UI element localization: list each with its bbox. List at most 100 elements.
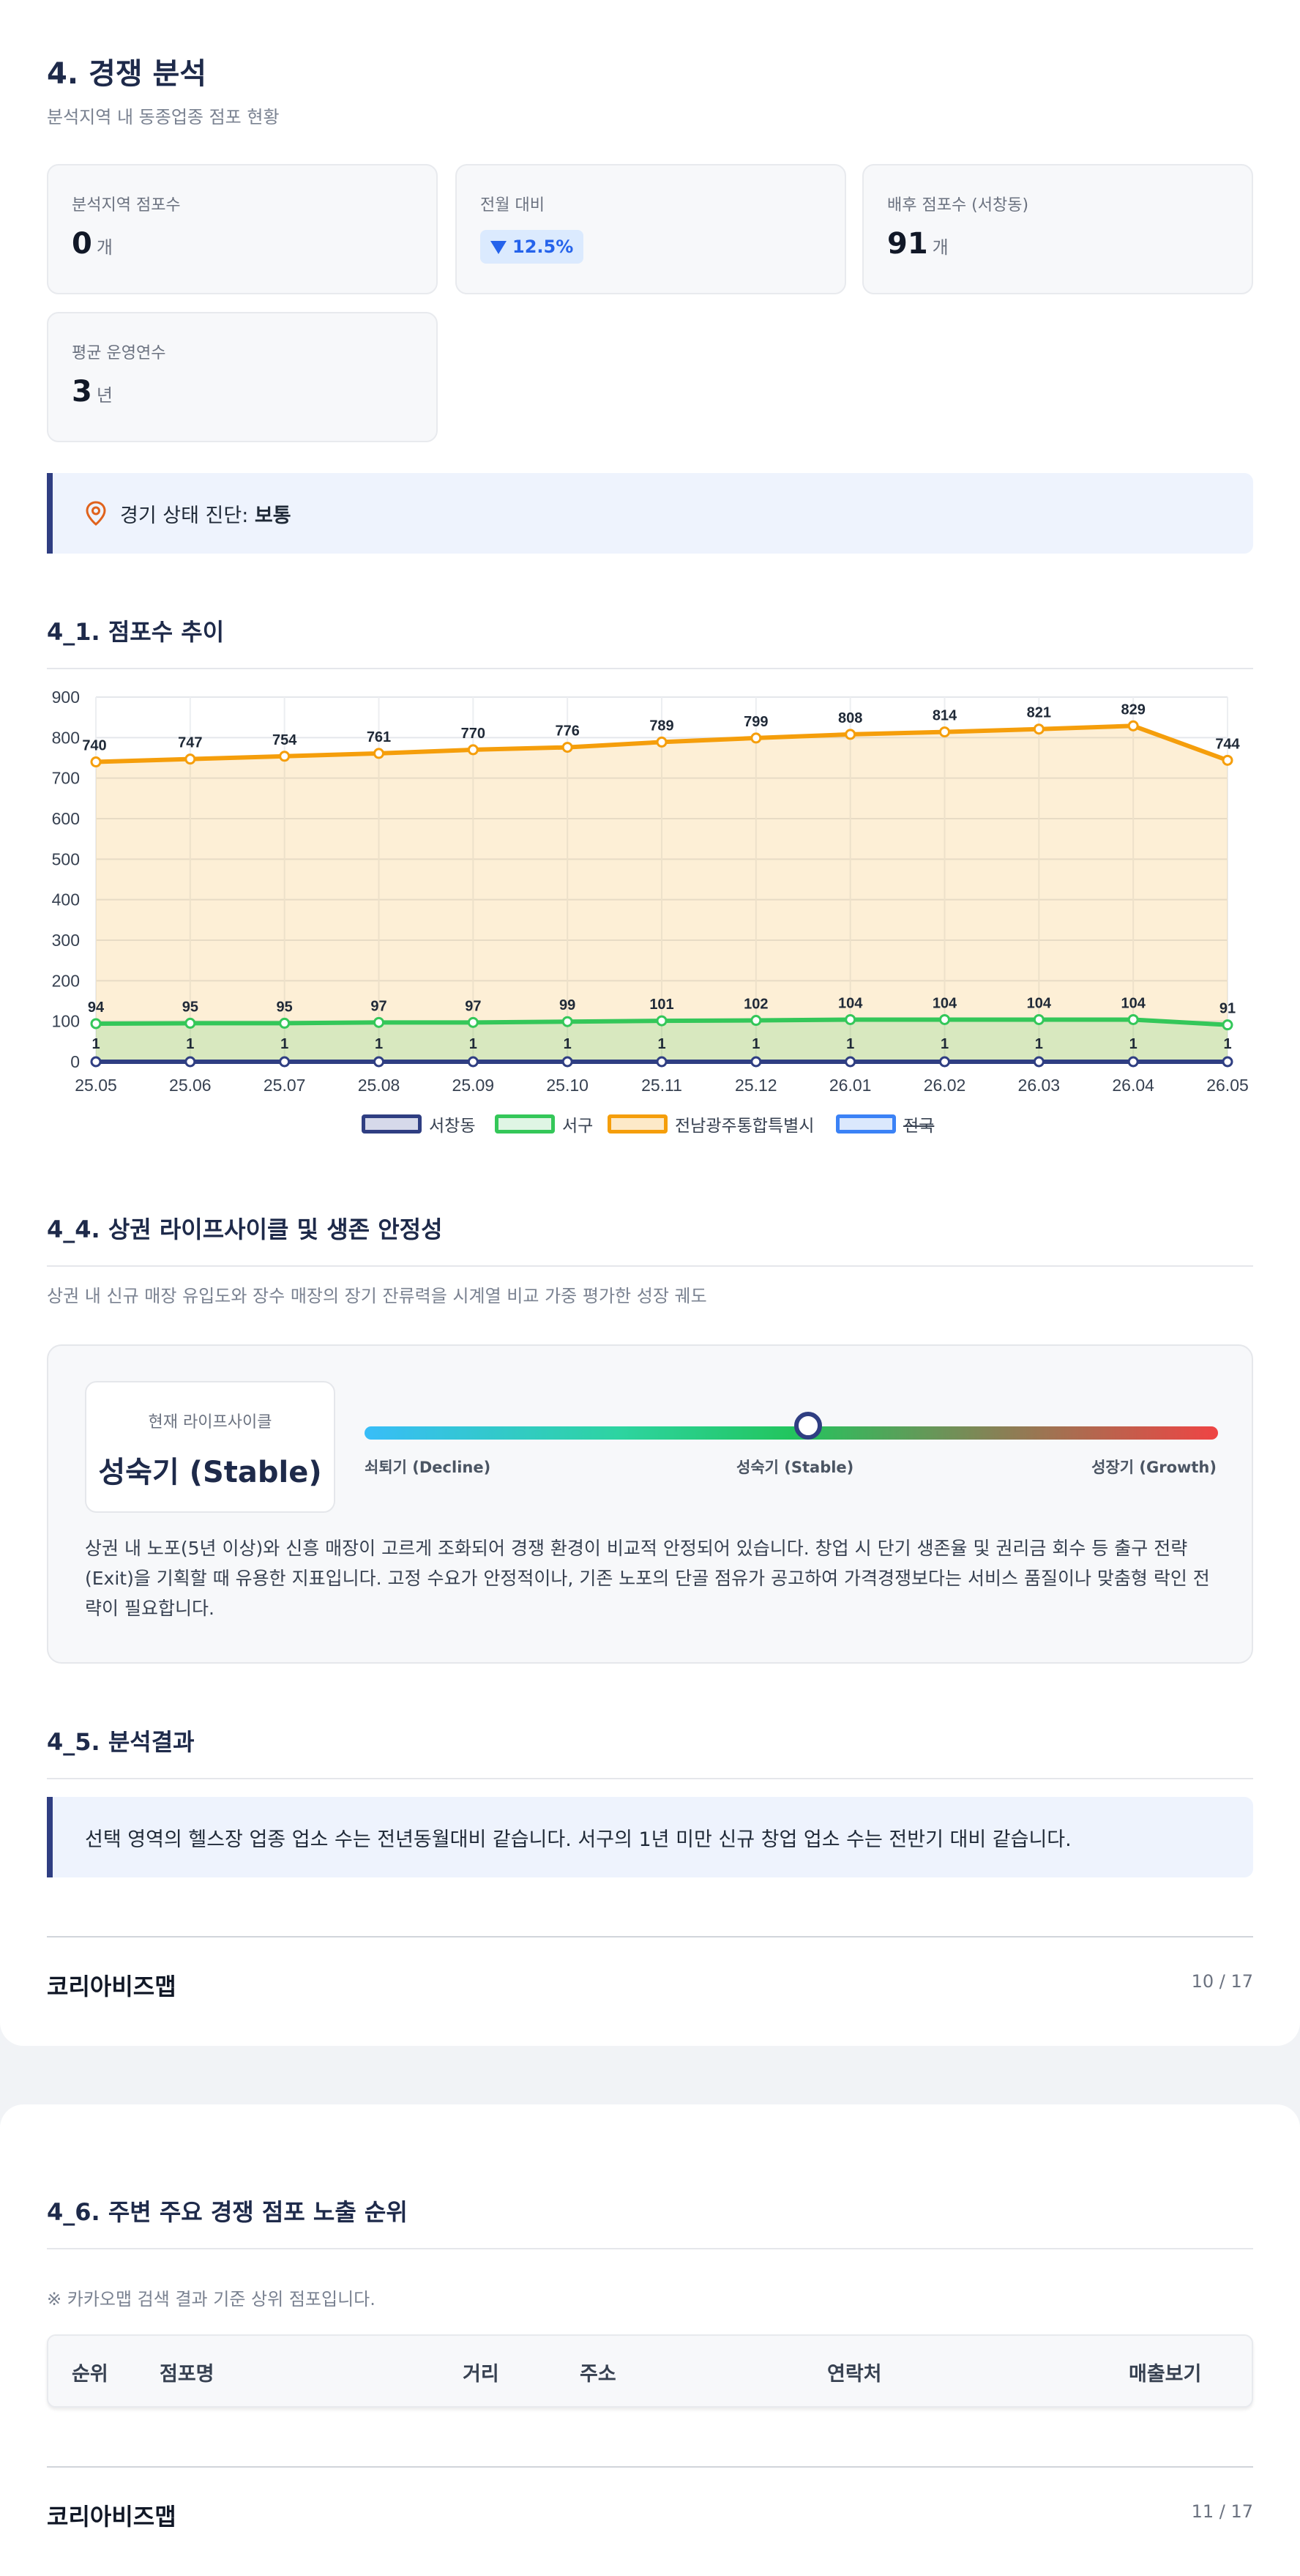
data-point bbox=[184, 1017, 196, 1029]
data-label: 776 bbox=[555, 723, 579, 740]
result-banner: 선택 영역의 헬스장 업종 업소 수는 전년동월대비 같습니다. 서구의 1년 … bbox=[47, 1797, 1253, 1877]
data-point bbox=[279, 1056, 291, 1068]
data-label: 754 bbox=[272, 732, 297, 748]
column-header-distance: 거리 bbox=[463, 2363, 499, 2386]
x-tick-label: 26.01 bbox=[829, 1076, 872, 1095]
x-tick-label: 25.11 bbox=[641, 1076, 682, 1095]
data-point bbox=[90, 1056, 102, 1068]
data-point bbox=[467, 1056, 479, 1068]
section-title-lifecycle: 4_4. 상권 라이프사이클 및 생존 안정성 bbox=[47, 1211, 1253, 1267]
page-number: 11 / 17 bbox=[1191, 2501, 1253, 2522]
data-point bbox=[373, 748, 384, 759]
data-point bbox=[184, 1056, 196, 1068]
section-title-ranking: 4_6. 주변 주요 경쟁 점포 노출 순위 bbox=[47, 2194, 1253, 2249]
gauge-label-decline: 쇠퇴기 (Decline) bbox=[365, 1459, 491, 1476]
data-point bbox=[467, 744, 479, 756]
page-footer: 코리아비즈맵 10 / 17 bbox=[47, 1936, 1253, 2009]
page-title: 4. 경쟁 분석 bbox=[47, 57, 207, 91]
data-point bbox=[561, 742, 573, 753]
column-header-store: 점포명 bbox=[160, 2363, 214, 2386]
data-point bbox=[184, 753, 196, 765]
data-label: 102 bbox=[744, 997, 768, 1013]
data-point bbox=[1222, 1019, 1233, 1031]
data-label: 761 bbox=[367, 729, 391, 745]
section-title-trend: 4_1. 점포수 추이 bbox=[47, 614, 1253, 669]
data-label: 97 bbox=[465, 998, 481, 1014]
section-title-result: 4_5. 분석결과 bbox=[47, 1724, 1253, 1779]
data-point bbox=[1033, 723, 1045, 735]
diagnosis-text: 경기 상태 진단: 보통 bbox=[120, 505, 291, 527]
y-tick-label: 800 bbox=[52, 728, 80, 747]
stat-label: 전월 대비 bbox=[480, 196, 545, 215]
series-area-1 bbox=[96, 1019, 1228, 1062]
data-label: 747 bbox=[178, 735, 202, 751]
data-point bbox=[656, 1015, 668, 1027]
data-point bbox=[1033, 1056, 1045, 1068]
data-point bbox=[1033, 1013, 1045, 1025]
data-point bbox=[90, 756, 102, 768]
location-pin-icon bbox=[86, 501, 106, 526]
data-label: 1 bbox=[1035, 1036, 1043, 1052]
current-lifecycle-value: 성숙기 (Stable) bbox=[98, 1456, 322, 1489]
data-label: 799 bbox=[744, 714, 768, 730]
data-point bbox=[939, 1013, 950, 1025]
column-header-sales: 매출보기 bbox=[1129, 2363, 1202, 2386]
data-label: 1 bbox=[280, 1036, 288, 1052]
legend-item-seochang[interactable]: 서창동 bbox=[362, 1112, 475, 1136]
x-tick-label: 26.05 bbox=[1206, 1076, 1249, 1095]
triangle-down-icon bbox=[490, 241, 507, 254]
diagnosis-banner: 경기 상태 진단: 보통 bbox=[47, 473, 1253, 554]
data-point bbox=[939, 726, 950, 738]
page-subtitle: 분석지역 내 동종업종 점포 현황 bbox=[47, 107, 280, 127]
data-label: 1 bbox=[469, 1036, 477, 1052]
gauge-label-stable: 성숙기 (Stable) bbox=[736, 1459, 854, 1476]
data-label: 104 bbox=[1027, 995, 1052, 1011]
store-count-line-chart: 0 100 200 300 400 500 600 700 800 900 25.05 25.06 25… bbox=[52, 688, 1249, 1095]
x-tick-label: 25.12 bbox=[735, 1076, 777, 1095]
data-label: 744 bbox=[1215, 736, 1240, 752]
current-lifecycle-card: 현재 라이프사이클 성숙기 (Stable) bbox=[85, 1381, 335, 1513]
data-label: 789 bbox=[649, 718, 673, 734]
data-label: 770 bbox=[461, 726, 485, 742]
y-tick-label: 0 bbox=[70, 1052, 80, 1071]
x-tick-label: 26.04 bbox=[1112, 1076, 1154, 1095]
stat-label: 배후 점포수 (서창동) bbox=[887, 196, 1029, 215]
data-label: 1 bbox=[186, 1036, 194, 1052]
column-header-rank: 순위 bbox=[72, 2363, 108, 2386]
legend-item-jeonnam[interactable]: 전남광주통합특별시 bbox=[608, 1112, 814, 1136]
data-label: 1 bbox=[91, 1036, 100, 1052]
data-point bbox=[939, 1056, 950, 1068]
y-tick-label: 100 bbox=[52, 1012, 80, 1031]
data-label: 814 bbox=[933, 708, 957, 724]
lifecycle-panel: 현재 라이프사이클 성숙기 (Stable) 쇠퇴기 (Decline) 성숙기… bbox=[47, 1344, 1253, 1664]
legend-item-seogu[interactable]: 서구 bbox=[495, 1112, 593, 1136]
data-label: 1 bbox=[375, 1036, 383, 1052]
stat-card-backstores: 배후 점포수 (서창동) 91 개 bbox=[862, 164, 1253, 294]
data-label: 94 bbox=[88, 999, 105, 1016]
y-tick-label: 600 bbox=[52, 809, 80, 828]
change-badge: 12.5% bbox=[480, 230, 584, 264]
data-point bbox=[750, 1015, 762, 1027]
data-label: 1 bbox=[846, 1036, 854, 1052]
data-point bbox=[1222, 1056, 1233, 1068]
data-point bbox=[845, 1013, 856, 1025]
y-tick-label: 400 bbox=[52, 890, 80, 909]
lifecycle-gauge bbox=[365, 1426, 1218, 1440]
data-label: 1 bbox=[564, 1036, 572, 1052]
data-label: 95 bbox=[182, 999, 198, 1015]
legend-item-national[interactable]: 전국 bbox=[836, 1112, 934, 1136]
data-label: 104 bbox=[838, 995, 863, 1011]
page-number: 10 / 17 bbox=[1191, 1971, 1253, 1992]
data-label: 104 bbox=[933, 995, 957, 1011]
column-header-contact: 연락처 bbox=[827, 2363, 882, 2386]
x-tick-label: 25.09 bbox=[452, 1076, 495, 1095]
lifecycle-gauge-marker bbox=[794, 1412, 823, 1440]
data-label: 95 bbox=[277, 999, 293, 1015]
data-label: 821 bbox=[1027, 705, 1051, 721]
data-point bbox=[561, 1056, 573, 1068]
y-tick-label: 500 bbox=[52, 849, 80, 868]
